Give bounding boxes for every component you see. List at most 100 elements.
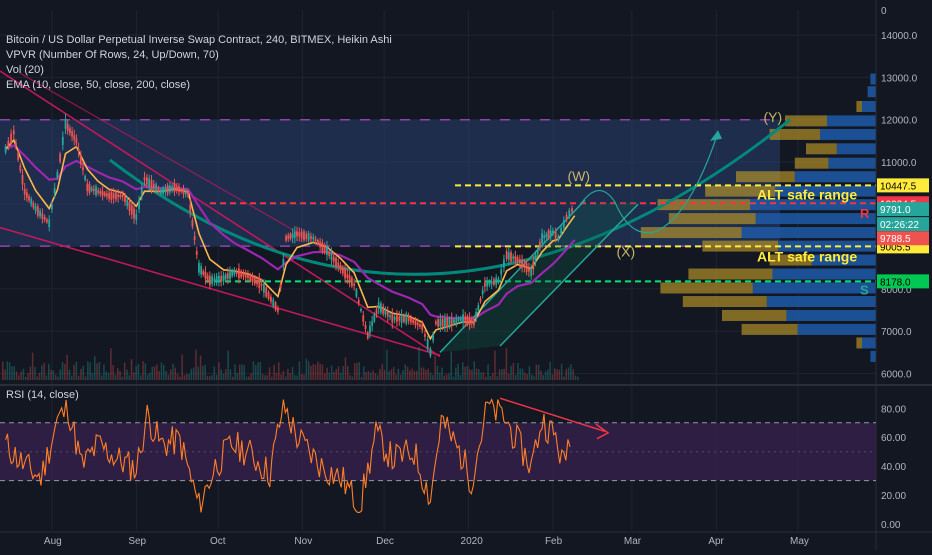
candle-body [272,299,275,307]
volume-bar [22,368,25,380]
candle-body [455,318,458,323]
volume-bar [540,370,542,380]
volume-profile-up-bar [862,101,876,113]
volume-bar [347,365,349,380]
candle-body [75,138,78,144]
candle-body [412,319,415,323]
candle-body [182,188,185,195]
volume-bar [232,376,234,380]
volume-bar [13,366,15,380]
volume-bar [358,362,360,380]
candle-body [251,276,254,282]
volume-bar [406,366,409,380]
candle-body [538,241,541,248]
candle-body [143,177,146,181]
volume-bar [54,374,57,380]
candle-body [10,133,12,143]
volume-bar [73,364,75,380]
rsi-legend[interactable]: RSI (14, close) [6,389,79,401]
candle-body [571,208,573,212]
volume-profile-down-bar [794,157,829,169]
time-axis-tick: Dec [376,536,394,547]
volume-bar [66,354,68,380]
volume-bar [372,370,374,380]
candle-body [475,311,478,319]
candle-body [389,315,391,318]
volume-profile-down-bar [736,171,795,183]
ema-10-line [4,138,576,341]
volume-bar [250,373,252,380]
volume-bar [342,366,344,380]
candle-body [43,216,46,220]
candle-body [101,191,104,196]
volume-bar [496,376,498,380]
indicator-vpvr[interactable]: VPVR (Number Of Rows, 24, Up/Down, 70) [6,49,219,61]
volume-bar [411,368,413,380]
rsi-line [5,398,571,513]
candle-body [229,269,231,280]
volume-bar [577,376,579,380]
candle-body [253,276,256,284]
candle-body [145,177,148,185]
volume-bar [510,365,512,380]
volume-bar [363,366,365,380]
candle-body [439,318,442,327]
candle-body [314,239,317,242]
volume-bar [165,371,167,380]
candle-body [270,296,272,302]
candle-body [202,270,205,275]
volume-bar [48,363,50,380]
indicator-ema[interactable]: EMA (10, close, 50, close, 200, close) [6,79,191,91]
volume-bar [498,369,501,380]
volume-bar [77,375,80,380]
rsi-axis-tick: 80.00 [881,404,906,415]
volume-bar [211,375,213,380]
candle-body [337,262,340,268]
volume-bar [160,362,163,380]
candle-body [41,213,44,219]
candle-body [335,257,337,267]
candle-body [285,235,287,241]
indicator-volume[interactable]: Vol (20) [6,64,44,76]
volume-bar [11,366,13,380]
candle-body [543,235,546,239]
volume-bar [133,372,135,380]
volume-bar [370,372,372,380]
candle-body [267,292,270,300]
volume-bar [20,371,22,380]
candle-body [106,193,108,197]
volume-profile-up-bar [752,282,876,294]
candle-body [189,204,192,213]
candle-body [240,270,243,278]
candle-body [523,264,526,268]
symbol-title[interactable]: Bitcoin / US Dollar Perpetual Inverse Sw… [6,34,392,46]
candle-body [99,191,102,194]
candle-body [56,171,59,178]
volume-bar [360,376,363,380]
level-price-tag-text: 8178.0 [880,277,911,288]
candle-body [138,199,140,209]
projection-arrow-head [710,130,722,141]
candle-body [565,215,568,219]
volume-bar [43,362,45,380]
candle-body [289,234,292,239]
volume-bar [128,375,130,380]
volume-bar [144,363,147,380]
candle-body [568,209,571,217]
volume-profile-down-bar [640,227,742,239]
candle-body [112,193,115,199]
candle-body [157,188,160,192]
candle-body [328,251,331,256]
volume-bar [473,361,475,380]
volume-bar [289,373,291,380]
current-price-tag [877,231,929,246]
volume-bar [427,368,429,380]
candle-body [256,279,258,285]
wave-label: (X) [616,243,635,259]
volume-bar [121,376,124,380]
volume-bar [18,375,20,380]
volume-profile-up-bar [836,143,876,155]
candle-body [211,276,214,284]
